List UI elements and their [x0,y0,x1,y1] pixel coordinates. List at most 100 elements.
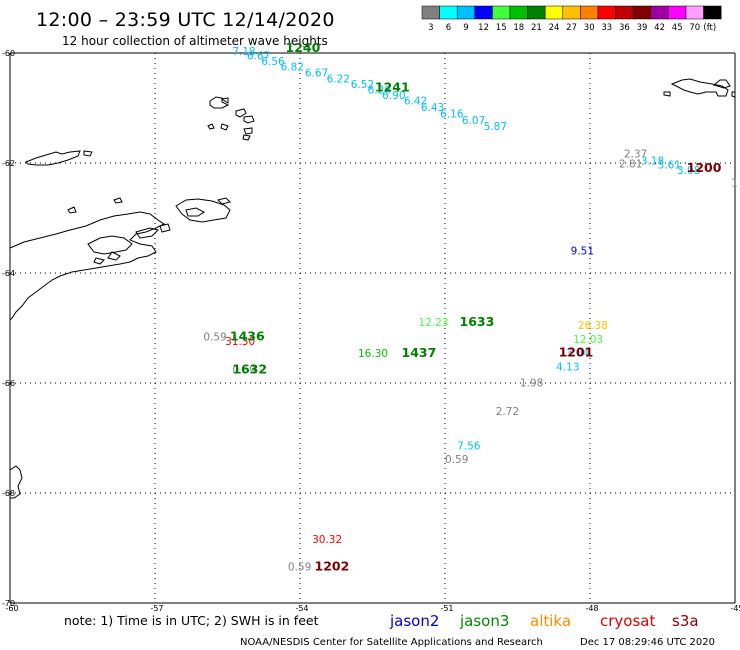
wave-height-value: 7.18 [232,46,255,58]
pass-time-label: 1632 [232,362,267,377]
wave-height-value: 6.16 [440,108,464,120]
map-subtitle: 12 hour collection of altimeter wave hei… [62,34,328,48]
legend-label: 70 [689,23,700,33]
satellite-name: s3a [672,612,699,630]
legend-label: 39 [637,23,648,33]
wave-height-value: 12.23 [418,317,448,329]
pass-time-label: 1200 [687,160,722,175]
wave-height-value: 0.59 [232,365,255,377]
wave-height-value: 12.03 [573,334,603,346]
wave-height-value: 4.13 [556,361,579,373]
wave-height-value: 31.30 [225,336,255,348]
wave-height-legend: 3 6 9 12 15 18 21 24 27 30 33 36 39 42 45 70 (ft) [421,5,722,33]
legend-label: 42 [654,23,665,33]
wave-height-value: 1 [731,178,738,190]
legend-swatch [474,5,493,20]
lat-tick-label: -68 [2,489,15,498]
lon-tick-label: -48 [585,604,598,613]
pass-time-label: 1633 [460,314,495,329]
legend-swatch [615,5,634,20]
wave-height-value: 0.59 [288,562,311,574]
wave-height-value: 3.61 [658,160,681,172]
wave-height-value: 6.82 [281,62,304,74]
wave-height-value: 6.43 [421,102,444,114]
wave-height-value: 16.30 [358,348,388,360]
wave-height-value: 0.59 [203,332,226,344]
wave-height-value: 6.22 [327,74,350,86]
wave-height-value: 30.32 [312,534,342,546]
legend-label: 21 [531,23,542,33]
wave-height-value: 6.90 [382,90,405,102]
wave-height-value: 2.81 [619,158,642,170]
legend-label: 9 [463,23,468,33]
legend-label: 33 [601,23,612,33]
wave-height-value: 3.04 [566,348,590,360]
legend-swatch [456,5,476,20]
lon-tick-label: -51 [440,604,453,613]
legend-swatch [509,5,528,20]
satellite-name: altika [530,612,571,630]
wave-height-value: 6.28 [368,85,391,97]
wave-height-value: 3.08 [677,165,700,177]
wave-height-value: 0.59 [445,454,468,466]
wave-height-value: 6.52 [351,79,374,91]
lon-tick-label: -45 [730,604,740,613]
pass-time-label: 1436 [230,329,265,344]
footer-credit: NOAA/NESDIS Center for Satellite Applica… [240,637,543,648]
lon-tick-label: -60 [5,604,18,613]
wave-height-value: 1.98 [520,377,543,389]
wave-height-observations: 7.186.676.566.826.676.22 6.526.286.906.42… [203,46,737,573]
lat-tick-label: -70 [2,599,15,608]
satellite-legend: jason2 jason3 altika cryosat s3a [389,612,699,630]
map-title: 12:00 – 23:59 UTC 12/14/2020 [36,9,335,31]
footer-timestamp: Dec 17 08:29:46 UTC 2020 [580,637,715,648]
legend-label: 24 [549,23,560,33]
legend-swatch [492,5,511,20]
legend-swatch [562,5,581,20]
pass-time-label: 1241 [375,80,410,95]
legend-label: 30 [584,23,595,33]
satellite-name: jason2 [389,612,439,630]
lat-tick-label: -64 [2,269,15,278]
legend-label: 45 [672,23,683,33]
pass-time-label: 1201 [559,345,594,360]
legend-swatch [650,5,669,20]
legend-label: 18 [513,23,524,33]
legend-swatch [597,5,616,20]
legend-swatch [632,5,652,20]
legend-label: 36 [619,23,630,33]
lon-tick-label: -57 [150,604,163,613]
pass-time-label: 1437 [402,345,437,360]
satellite-name: cryosat [600,612,655,630]
wave-height-value: 6.67 [305,68,328,80]
legend-swatch [421,5,440,20]
lat-tick-label: -62 [2,159,15,168]
wave-height-value: 6.56 [261,56,285,68]
legend-swatch [668,5,687,20]
wave-height-value: 5.87 [484,121,507,133]
wave-height-value: 6.42 [404,96,427,108]
graticule: -60 -57 -54 -51 -48 -45 -60 -62 -64 -66 -68 -70 [2,49,740,613]
wave-height-value: 3.18 [641,156,664,168]
legend-label: 27 [566,23,577,33]
wave-height-value: 6.07 [462,115,485,127]
legend-swatch [544,5,564,20]
legend-label: 6 [446,23,451,33]
coastline [9,78,736,499]
wave-height-value: 26.38 [578,320,608,332]
note-text: note: 1) Time is in UTC; 2) SWH is in fe… [64,613,319,628]
legend-swatch [703,5,722,20]
pass-times: 1240 1241 1200 1633 1201 1436 1437 1632 1202 [230,40,722,574]
legend-label: 15 [496,23,507,33]
legend-label: 12 [478,23,489,33]
pass-time-label: 1240 [286,40,321,55]
legend-swatch [685,5,704,20]
wave-height-value: 9.51 [571,245,594,257]
wave-height-value: 7.56 [457,441,481,453]
map-frame [9,52,736,604]
lat-tick-label: -60 [2,49,15,58]
legend-swatch [527,5,546,20]
legend-swatch [580,5,599,20]
legend-swatch [439,5,458,20]
